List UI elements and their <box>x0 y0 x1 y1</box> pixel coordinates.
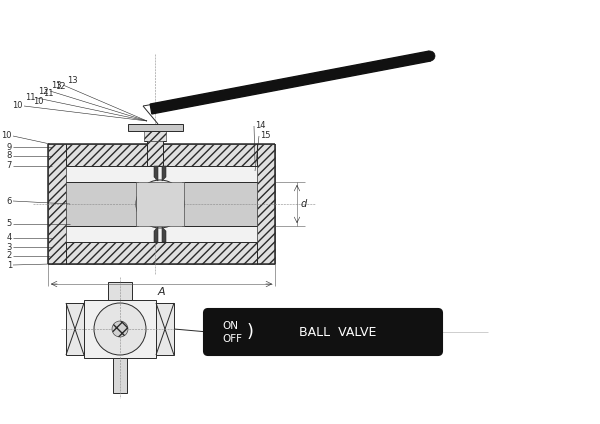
Text: 7: 7 <box>7 162 12 170</box>
Polygon shape <box>162 166 166 181</box>
Text: 11: 11 <box>43 89 53 98</box>
Bar <box>66 242 257 264</box>
Text: 5: 5 <box>7 220 12 229</box>
Text: A: A <box>158 287 166 297</box>
Bar <box>84 300 156 358</box>
Text: 4: 4 <box>7 234 12 243</box>
Bar <box>257 144 275 264</box>
Polygon shape <box>182 182 257 226</box>
Text: d: d <box>301 199 307 209</box>
Text: 13: 13 <box>52 81 62 89</box>
Text: 13: 13 <box>67 76 77 85</box>
Text: ON: ON <box>222 321 238 331</box>
Text: 10: 10 <box>1 131 12 140</box>
Bar <box>66 303 84 355</box>
Bar <box>48 144 66 264</box>
Circle shape <box>112 321 128 337</box>
Polygon shape <box>66 182 138 226</box>
Bar <box>144 131 166 141</box>
Text: BALL  VALVE: BALL VALVE <box>299 326 377 338</box>
Polygon shape <box>150 51 431 114</box>
Bar <box>136 182 184 226</box>
Text: 2: 2 <box>7 251 12 260</box>
Bar <box>113 358 127 393</box>
Text: 1: 1 <box>7 260 12 270</box>
Text: OFF: OFF <box>222 334 242 344</box>
Text: ): ) <box>247 323 254 341</box>
Bar <box>66 166 257 242</box>
Text: 12: 12 <box>38 86 49 95</box>
Text: 15: 15 <box>260 131 271 140</box>
Bar <box>128 124 183 131</box>
Text: 3: 3 <box>7 243 12 251</box>
Text: 14: 14 <box>255 122 265 131</box>
Text: 10: 10 <box>33 97 43 106</box>
Text: 8: 8 <box>7 151 12 161</box>
Polygon shape <box>154 166 158 181</box>
Text: 9: 9 <box>7 142 12 151</box>
Polygon shape <box>154 227 158 242</box>
Bar <box>156 303 174 355</box>
Circle shape <box>425 51 435 61</box>
Circle shape <box>136 180 184 228</box>
Text: 11: 11 <box>25 94 36 103</box>
Text: 10: 10 <box>13 101 23 111</box>
Bar <box>66 144 257 166</box>
FancyBboxPatch shape <box>204 309 442 355</box>
Bar <box>147 141 163 166</box>
Bar <box>108 282 132 300</box>
Circle shape <box>94 303 146 355</box>
Text: 12: 12 <box>55 82 65 91</box>
Polygon shape <box>162 227 166 242</box>
Text: 6: 6 <box>7 196 12 206</box>
